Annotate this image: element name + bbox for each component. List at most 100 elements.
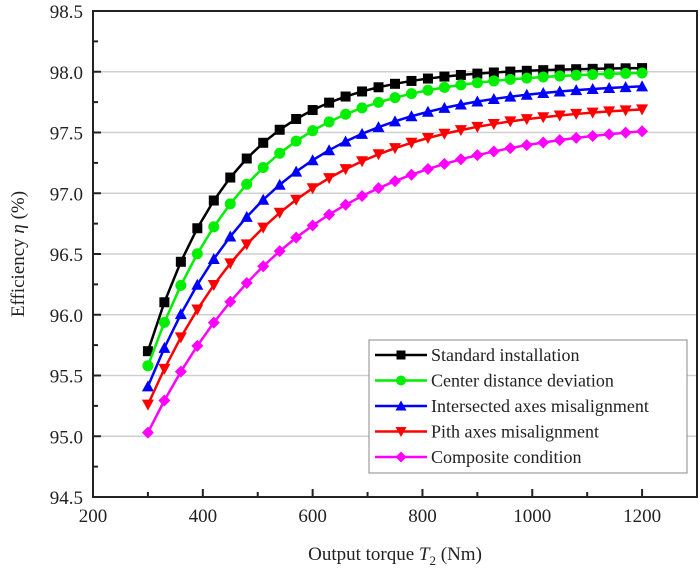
series-intersected-axes-misalignment <box>141 80 649 392</box>
data-point <box>471 121 484 133</box>
data-point <box>158 316 170 328</box>
data-point <box>395 400 407 411</box>
data-point <box>620 67 632 79</box>
y-tick-label: 95.5 <box>50 367 83 388</box>
data-point <box>396 375 406 386</box>
data-point <box>603 68 615 80</box>
data-point <box>405 168 418 181</box>
data-point <box>570 84 583 96</box>
data-point <box>339 198 352 211</box>
legend-label: Pith axes misalignment <box>431 422 599 442</box>
data-point <box>389 92 401 104</box>
data-point <box>306 183 319 195</box>
data-point <box>406 75 417 86</box>
data-point <box>421 132 434 144</box>
data-point <box>307 125 319 137</box>
data-point <box>257 260 270 273</box>
data-point <box>174 365 187 378</box>
data-point <box>455 79 467 91</box>
data-point <box>307 105 318 116</box>
data-point <box>587 68 599 80</box>
data-point <box>225 172 236 183</box>
y-tick-label: 95.0 <box>50 427 83 448</box>
data-point <box>603 128 616 141</box>
data-point <box>554 64 565 75</box>
data-point <box>290 135 302 147</box>
data-point <box>323 173 336 185</box>
legend-entry: Standard installation <box>375 345 579 365</box>
data-point <box>520 139 533 152</box>
data-point <box>587 63 598 74</box>
data-point <box>521 65 532 76</box>
data-point <box>274 124 285 135</box>
legend-label: Standard installation <box>431 345 579 365</box>
x-tick-label: 600 <box>298 506 327 527</box>
data-point <box>571 64 582 75</box>
data-point <box>274 147 286 159</box>
data-point <box>389 115 401 127</box>
y-tick-label: 98.5 <box>50 2 83 23</box>
data-point <box>505 66 516 77</box>
data-point <box>390 78 400 89</box>
data-point <box>488 75 500 87</box>
data-point <box>208 195 219 206</box>
data-point <box>636 80 649 92</box>
data-point <box>207 316 220 329</box>
data-point <box>141 426 154 439</box>
data-point <box>488 67 499 78</box>
data-point <box>396 350 406 360</box>
data-point <box>554 70 566 82</box>
data-point <box>395 427 407 437</box>
data-point <box>191 278 204 290</box>
data-point <box>504 90 517 102</box>
data-point <box>389 175 401 188</box>
data-point <box>636 125 649 138</box>
data-point <box>471 149 484 162</box>
data-point <box>455 69 466 80</box>
data-point <box>290 231 303 244</box>
data-point <box>372 121 385 133</box>
data-point <box>521 72 533 84</box>
data-point <box>241 153 252 164</box>
legend-entry: Center distance deviation <box>375 371 614 391</box>
series-line <box>146 66 643 352</box>
data-point <box>405 137 418 149</box>
data-point <box>520 88 533 100</box>
data-point <box>389 143 401 155</box>
data-point <box>619 126 632 139</box>
data-point <box>487 118 500 130</box>
data-point <box>454 125 467 137</box>
data-point <box>421 163 434 176</box>
data-point <box>471 95 484 107</box>
data-point <box>421 105 434 117</box>
y-tick-label: 97.0 <box>50 184 83 205</box>
y-tick-label: 94.5 <box>50 488 83 509</box>
data-point <box>537 86 550 98</box>
data-point <box>290 194 303 206</box>
data-point <box>504 116 517 128</box>
data-point <box>538 65 549 76</box>
data-point <box>258 137 269 148</box>
data-point <box>636 104 649 116</box>
data-point <box>340 91 351 102</box>
data-point <box>438 101 451 113</box>
data-point <box>586 129 599 142</box>
data-point <box>142 360 154 372</box>
data-point <box>356 190 369 203</box>
data-point <box>553 110 566 122</box>
data-point <box>438 157 451 170</box>
data-point <box>438 81 450 93</box>
data-point <box>487 92 500 104</box>
data-point <box>439 71 450 82</box>
data-point <box>141 399 154 411</box>
data-point <box>324 97 335 108</box>
x-axis-label: Output torque T2 (Nm) <box>308 544 482 568</box>
y-tick-label: 98.0 <box>50 63 83 84</box>
data-point <box>340 108 352 120</box>
data-point <box>405 110 418 122</box>
data-point <box>553 134 566 147</box>
data-point <box>224 198 236 210</box>
data-point <box>586 82 599 94</box>
axis-ticks: 94.5 95.0 95.5 96.0 96.5 97.0 97.5 98.0 98.5 200 4… <box>50 2 698 527</box>
